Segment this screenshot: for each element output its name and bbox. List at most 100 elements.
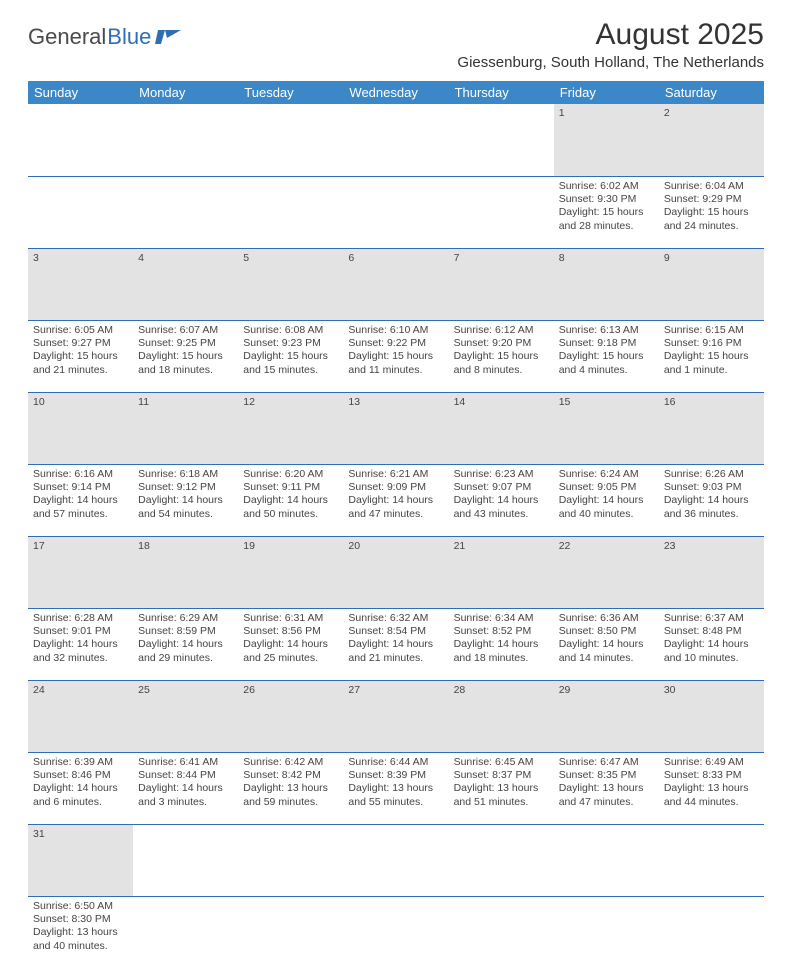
- day-cell: Sunrise: 6:34 AMSunset: 8:52 PMDaylight:…: [449, 608, 554, 680]
- cell-sunset: Sunset: 8:54 PM: [348, 625, 443, 638]
- day-header: Saturday: [659, 81, 764, 104]
- cell-day2: and 21 minutes.: [33, 364, 128, 377]
- cell-sunset: Sunset: 8:50 PM: [559, 625, 654, 638]
- cell-day1: Daylight: 13 hours: [348, 782, 443, 795]
- day-cell: Sunrise: 6:13 AMSunset: 9:18 PMDaylight:…: [554, 320, 659, 392]
- content-row: Sunrise: 6:02 AMSunset: 9:30 PMDaylight:…: [28, 176, 764, 248]
- day-cell: Sunrise: 6:50 AMSunset: 8:30 PMDaylight:…: [28, 896, 133, 968]
- daynum-row: 31: [28, 824, 764, 896]
- content-row: Sunrise: 6:39 AMSunset: 8:46 PMDaylight:…: [28, 752, 764, 824]
- cell-sunset: Sunset: 8:44 PM: [138, 769, 233, 782]
- cell-sunrise: Sunrise: 6:41 AM: [138, 756, 233, 769]
- day-cell: [659, 896, 764, 968]
- day-cell: [449, 176, 554, 248]
- location: Giessenburg, South Holland, The Netherla…: [457, 54, 764, 71]
- day-number: 8: [554, 248, 659, 320]
- cell-sunset: Sunset: 8:30 PM: [33, 913, 128, 926]
- cell-day1: Daylight: 14 hours: [138, 782, 233, 795]
- cell-sunrise: Sunrise: 6:34 AM: [454, 612, 549, 625]
- day-number: 18: [133, 536, 238, 608]
- day-number: 10: [28, 392, 133, 464]
- day-number: [238, 824, 343, 896]
- day-cell: Sunrise: 6:36 AMSunset: 8:50 PMDaylight:…: [554, 608, 659, 680]
- day-header: Friday: [554, 81, 659, 104]
- cell-day1: Daylight: 14 hours: [243, 494, 338, 507]
- day-number: 17: [28, 536, 133, 608]
- cell-sunrise: Sunrise: 6:24 AM: [559, 468, 654, 481]
- cell-day2: and 25 minutes.: [243, 652, 338, 665]
- cell-day1: Daylight: 14 hours: [664, 638, 759, 651]
- cell-sunrise: Sunrise: 6:44 AM: [348, 756, 443, 769]
- cell-sunrise: Sunrise: 6:36 AM: [559, 612, 654, 625]
- cell-day1: Daylight: 14 hours: [33, 782, 128, 795]
- day-header: Thursday: [449, 81, 554, 104]
- cell-sunset: Sunset: 9:12 PM: [138, 481, 233, 494]
- day-header: Sunday: [28, 81, 133, 104]
- cell-day1: Daylight: 13 hours: [243, 782, 338, 795]
- day-header: Tuesday: [238, 81, 343, 104]
- day-cell: Sunrise: 6:49 AMSunset: 8:33 PMDaylight:…: [659, 752, 764, 824]
- day-cell: Sunrise: 6:15 AMSunset: 9:16 PMDaylight:…: [659, 320, 764, 392]
- cell-sunset: Sunset: 9:22 PM: [348, 337, 443, 350]
- cell-sunset: Sunset: 9:25 PM: [138, 337, 233, 350]
- cell-day2: and 10 minutes.: [664, 652, 759, 665]
- day-cell: Sunrise: 6:41 AMSunset: 8:44 PMDaylight:…: [133, 752, 238, 824]
- cell-day1: Daylight: 15 hours: [559, 206, 654, 219]
- cell-sunrise: Sunrise: 6:04 AM: [664, 180, 759, 193]
- cell-day2: and 24 minutes.: [664, 220, 759, 233]
- cell-sunrise: Sunrise: 6:28 AM: [33, 612, 128, 625]
- cell-day2: and 43 minutes.: [454, 508, 549, 521]
- cell-sunrise: Sunrise: 6:10 AM: [348, 324, 443, 337]
- daynum-row: 24252627282930: [28, 680, 764, 752]
- day-number: [449, 824, 554, 896]
- cell-day1: Daylight: 14 hours: [454, 494, 549, 507]
- header: GeneralBlue August 2025 Giessenburg, Sou…: [28, 18, 764, 77]
- cell-sunrise: Sunrise: 6:20 AM: [243, 468, 338, 481]
- day-cell: Sunrise: 6:12 AMSunset: 9:20 PMDaylight:…: [449, 320, 554, 392]
- day-number: 25: [133, 680, 238, 752]
- content-row: Sunrise: 6:28 AMSunset: 9:01 PM Daylight:…: [28, 608, 764, 680]
- cell-day2: and 32 minutes.: [33, 652, 128, 665]
- cell-day1: Daylight: 14 hours: [454, 638, 549, 651]
- day-number: 2: [659, 104, 764, 176]
- cell-sunrise: Sunrise: 6:50 AM: [33, 900, 128, 913]
- day-cell: [554, 896, 659, 968]
- cell-day1: Daylight: 14 hours: [243, 638, 338, 651]
- day-number: [449, 104, 554, 176]
- cell-sunset: Sunset: 8:56 PM: [243, 625, 338, 638]
- cell-day2: and 18 minutes.: [454, 652, 549, 665]
- cell-sunset: Sunset: 9:05 PM: [559, 481, 654, 494]
- cell-day2: and 11 minutes.: [348, 364, 443, 377]
- cell-sunrise: Sunrise: 6:15 AM: [664, 324, 759, 337]
- cell-sunset: Sunset: 9:30 PM: [559, 193, 654, 206]
- cell-sunrise: Sunrise: 6:21 AM: [348, 468, 443, 481]
- day-number: 9: [659, 248, 764, 320]
- day-cell: Sunrise: 6:21 AMSunset: 9:09 PMDaylight:…: [343, 464, 448, 536]
- cell-day2: and 4 minutes.: [559, 364, 654, 377]
- day-header: Wednesday: [343, 81, 448, 104]
- day-number: 4: [133, 248, 238, 320]
- content-row: Sunrise: 6:50 AMSunset: 8:30 PMDaylight:…: [28, 896, 764, 968]
- day-number: [133, 824, 238, 896]
- cell-sunset: Sunset: 9:01 PM: [33, 625, 128, 638]
- cell-day1: Daylight: 13 hours: [454, 782, 549, 795]
- cell-sunrise: Sunrise: 6:18 AM: [138, 468, 233, 481]
- day-cell: Sunrise: 6:39 AMSunset: 8:46 PMDaylight:…: [28, 752, 133, 824]
- day-number: 29: [554, 680, 659, 752]
- cell-day1: Daylight: 15 hours: [348, 350, 443, 363]
- cell-day2: and 40 minutes.: [33, 940, 128, 953]
- cell-day2: and 3 minutes.: [138, 796, 233, 809]
- day-number: 6: [343, 248, 448, 320]
- day-number: 24: [28, 680, 133, 752]
- daynum-row: 3456789: [28, 248, 764, 320]
- day-cell: Sunrise: 6:08 AMSunset: 9:23 PMDaylight:…: [238, 320, 343, 392]
- cell-sunset: Sunset: 9:11 PM: [243, 481, 338, 494]
- day-cell: Sunrise: 6:18 AMSunset: 9:12 PMDaylight:…: [133, 464, 238, 536]
- daynum-row: 17181920212223: [28, 536, 764, 608]
- day-cell: Sunrise: 6:20 AMSunset: 9:11 PMDaylight:…: [238, 464, 343, 536]
- cell-sunset: Sunset: 9:16 PM: [664, 337, 759, 350]
- day-cell: Sunrise: 6:16 AMSunset: 9:14 PMDaylight:…: [28, 464, 133, 536]
- cell-day2: and 40 minutes.: [559, 508, 654, 521]
- day-header-row: Sunday Monday Tuesday Wednesday Thursday…: [28, 81, 764, 104]
- cell-day1: Daylight: 14 hours: [559, 638, 654, 651]
